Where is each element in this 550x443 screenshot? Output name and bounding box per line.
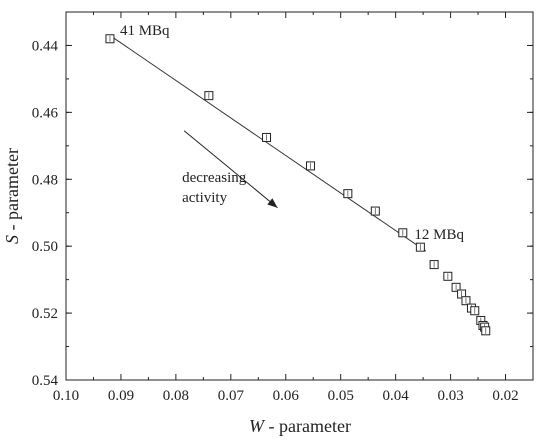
arrow-head — [267, 198, 278, 208]
plot-frame — [65, 11, 534, 381]
data-point — [204, 91, 214, 101]
x-axis-label: W - parameter — [249, 416, 351, 436]
data-point — [305, 161, 315, 171]
x-tick-label: 0.02 — [492, 388, 518, 404]
data-point — [443, 271, 453, 281]
y-axis-label-var: S — [2, 235, 22, 244]
x-axis-label-var: W — [249, 416, 266, 436]
x-tick-label: 0.10 — [53, 388, 79, 404]
y-tick-label: 0.50 — [32, 239, 58, 255]
y-tick-label: 0.52 — [32, 306, 58, 322]
data-point — [451, 282, 461, 292]
data-point — [398, 228, 408, 238]
data-point — [105, 34, 115, 44]
y-axis-ticks: 0.44 0.46 0.48 0.50 0.52 0.54 — [32, 11, 533, 389]
arrow-line — [183, 130, 278, 209]
x-tick-label: 0.05 — [328, 388, 354, 404]
y-axis-label-rest: - parameter — [2, 148, 22, 235]
start-label: 41 MBq — [120, 23, 170, 39]
x-tick-label: 0.08 — [163, 388, 189, 404]
data-point — [343, 189, 353, 199]
y-tick-label: 0.48 — [32, 172, 58, 188]
data-point — [481, 326, 491, 336]
data-point — [415, 242, 425, 252]
arrow-label-line1: decreasing — [182, 170, 247, 186]
data-markers — [105, 34, 491, 336]
y-tick-label: 0.54 — [32, 373, 59, 389]
y-axis-label: S - parameter — [2, 148, 22, 244]
y-tick-label: 0.46 — [32, 105, 59, 121]
fit-line — [109, 35, 427, 252]
x-tick-label: 0.09 — [108, 388, 134, 404]
x-tick-label: 0.03 — [437, 388, 463, 404]
data-point — [470, 306, 480, 316]
data-point — [370, 206, 380, 216]
x-tick-label: 0.04 — [383, 388, 410, 404]
x-axis-ticks: 0.10 0.09 0.08 0.07 0.06 0.05 0.04 0.03 0.02 — [53, 12, 519, 404]
x-axis-label-rest: - parameter — [264, 416, 351, 436]
arrow-label-line2: activity — [182, 190, 227, 206]
data-point — [429, 260, 439, 270]
y-tick-label: 0.44 — [32, 38, 59, 54]
data-point — [461, 296, 471, 306]
x-tick-label: 0.06 — [273, 388, 300, 404]
activity-arrow — [183, 130, 278, 209]
end-label: 12 MBq — [414, 227, 464, 243]
data-point — [262, 132, 272, 142]
x-tick-label: 0.07 — [218, 388, 245, 404]
